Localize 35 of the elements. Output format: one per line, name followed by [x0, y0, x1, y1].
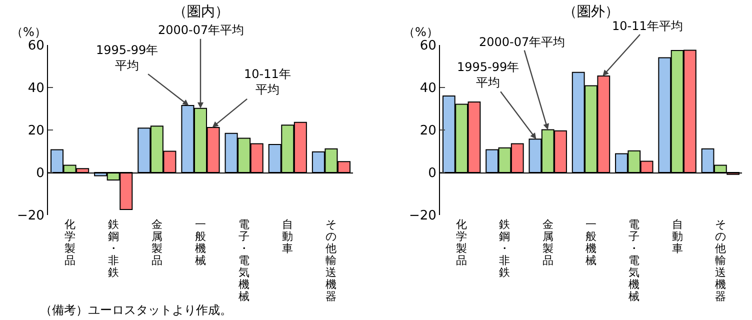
- x-tick-label: 鉄鋼・非鉄: [108, 218, 119, 279]
- series-label: 10-11年平均: [612, 19, 683, 33]
- y-tick-label: 0: [36, 166, 44, 182]
- chart-title: （圏内）: [173, 4, 229, 20]
- text: （備考）ユーロスタットより作成。: [40, 303, 232, 317]
- y-tick-label: 60: [420, 38, 436, 54]
- y-tick-label: 20: [28, 124, 44, 139]
- y-tick-label: −20: [16, 208, 44, 224]
- y-tick-label: 40: [420, 81, 436, 96]
- x-tick-label: 自動車: [282, 218, 294, 255]
- series-label: 1995-99年平均: [457, 60, 520, 90]
- x-tick-label: 化学製品: [64, 218, 76, 267]
- x-tick-label: 一般機械: [586, 218, 596, 267]
- text: 1995-99年平均: [96, 43, 158, 73]
- x-tick-label: 金属製品: [151, 218, 162, 267]
- x-tick-label: 一般機械: [195, 218, 206, 267]
- x-tick-label: 電子・電気機械: [238, 218, 250, 303]
- x-tick-label: その他輸送機器: [714, 218, 726, 303]
- x-tick-label: 自動車: [672, 218, 683, 255]
- y-tick-label: 60: [28, 38, 44, 54]
- y-axis-title: （%）: [403, 25, 438, 39]
- text: 10-11年平均: [244, 67, 291, 97]
- x-tick-label: その他輸送機器: [326, 218, 337, 303]
- text: 2000-07年平均: [158, 23, 244, 37]
- x-tick-label: 化学製品: [456, 218, 468, 267]
- y-axis-title: （%）: [11, 25, 46, 39]
- text: 2000-07年平均: [479, 35, 566, 49]
- y-tick-label: 0: [428, 166, 436, 182]
- x-tick-label: 鉄鋼・非鉄: [499, 218, 510, 279]
- x-tick-label: 電子・電気機械: [628, 218, 640, 303]
- chart-title: （圏外）: [563, 4, 619, 20]
- y-tick-label: −20: [408, 208, 436, 224]
- y-tick-label: 40: [28, 81, 44, 96]
- y-tick-label: 20: [420, 124, 436, 139]
- x-tick-label: 金属製品: [542, 218, 554, 267]
